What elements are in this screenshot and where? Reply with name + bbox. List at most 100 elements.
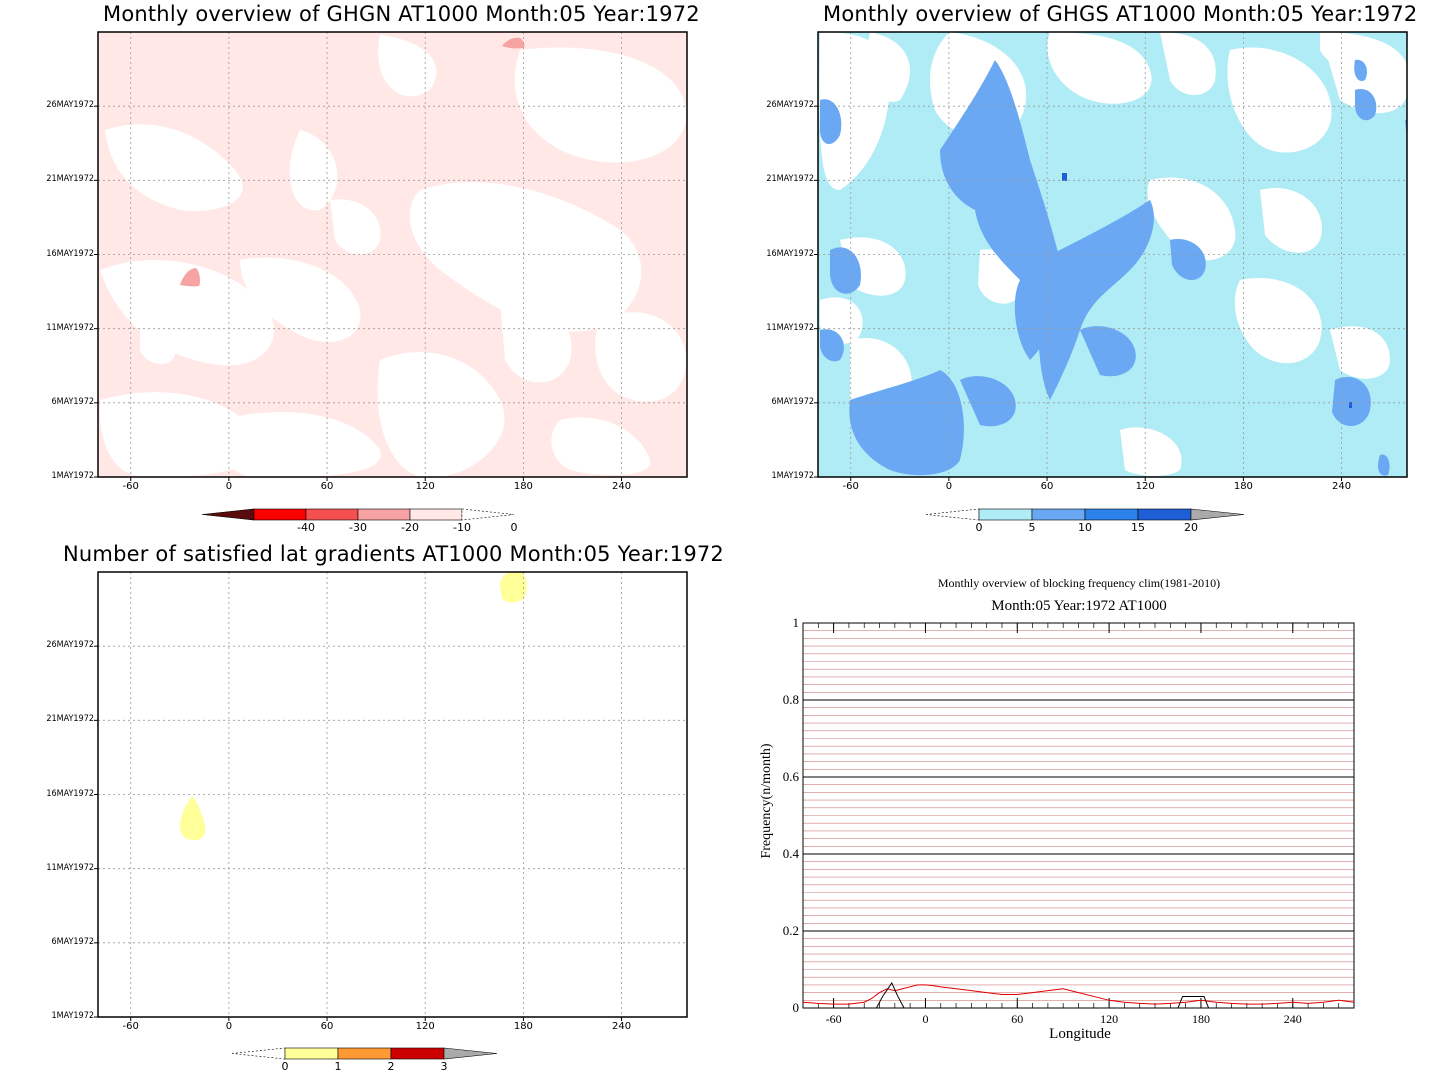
- series-line-1: [803, 981, 1354, 1009]
- y-tick-label: 6MAY1972: [771, 396, 814, 407]
- x-tick-label: 240: [612, 481, 632, 492]
- y-tick-label: 16MAY1972: [46, 248, 94, 259]
- colorbar-tick-label: 3: [440, 1060, 448, 1073]
- freq-panel: Monthly overview of blocking frequency c…: [720, 545, 1440, 1091]
- x-tick-label: -60: [122, 1021, 139, 1032]
- colorbar-tick-label: 0: [975, 521, 983, 534]
- colorbar-tick-label: 1: [334, 1060, 342, 1073]
- colorbar: [231, 1047, 498, 1060]
- field-white-patch: [377, 352, 505, 477]
- x-tick-label: 60: [1011, 1012, 1024, 1026]
- field-white-patch: [240, 257, 361, 342]
- freq-subtitle: Month:05 Year:1972 AT1000: [991, 598, 1167, 614]
- field-white-patch: [1160, 32, 1216, 95]
- colorbar-segment: [1137, 508, 1192, 521]
- colorbar-tick-label: 0: [281, 1060, 289, 1073]
- y-tick-label: 11MAY1972: [766, 322, 814, 333]
- y-tick-label: 0: [792, 1000, 800, 1015]
- x-tick-label: 120: [1100, 1012, 1119, 1026]
- field-white-patch: [1120, 427, 1182, 476]
- colorbar-tick-label: 15: [1131, 521, 1145, 534]
- field-contours: [818, 32, 1407, 477]
- field-white-patch: [100, 260, 275, 366]
- field-red-patch: [180, 268, 200, 287]
- ghgs-map: [814, 31, 1408, 521]
- colorbar-tick-label: 20: [1184, 521, 1198, 534]
- field-white-patch: [217, 411, 381, 477]
- x-tick-label: 120: [415, 1021, 435, 1032]
- ghgs-title: Monthly overview of GHGS AT1000 Month:05…: [823, 2, 1418, 26]
- y-tick-label: 1MAY1972: [51, 1011, 94, 1021]
- x-tick-label: 0: [945, 481, 953, 492]
- colorbar-segment: [284, 1047, 339, 1060]
- x-tick-label: 240: [612, 1021, 632, 1032]
- field-darkblue-patch: [1062, 173, 1067, 181]
- field-white-patch: [1260, 188, 1322, 253]
- field-blue-patch: [820, 329, 844, 362]
- field-darkblue-patch: [1349, 402, 1352, 408]
- field-white-patch: [378, 35, 437, 97]
- field-blue-patch: [1377, 454, 1390, 476]
- freq-plot: [802, 622, 1355, 1009]
- y-tick-label: 26MAY1972: [46, 100, 94, 111]
- x-tick-label: 60: [320, 481, 334, 492]
- colorbar-tick-label: 2: [387, 1060, 395, 1073]
- y-tick-label: 16MAY1972: [46, 788, 94, 799]
- field-blue-patch: [940, 60, 1063, 360]
- field-red-patch: [502, 37, 525, 49]
- field-white-patch: [1047, 32, 1152, 104]
- colorbar-segment: [357, 508, 411, 521]
- field-white-patch: [1227, 47, 1332, 153]
- x-tick-label: -60: [842, 481, 859, 492]
- field-white-patch: [595, 312, 686, 402]
- colorbar-tick-label: -10: [453, 521, 471, 534]
- colorbar-tick-label: 5: [1028, 521, 1036, 534]
- field-yellow-patch: [180, 796, 206, 840]
- y-tick-label: 1MAY1972: [771, 471, 814, 481]
- x-tick-label: 0: [225, 1021, 233, 1032]
- y-tick-label: 6MAY1972: [51, 396, 94, 407]
- y-tick-label: 21MAY1972: [46, 174, 94, 185]
- ghgn-panel: Monthly overview of GHGN AT1000 Month:05…: [0, 0, 720, 545]
- colorbar-tick-label: -40: [297, 521, 315, 534]
- field-white-patch: [551, 70, 605, 152]
- field-white-patch: [99, 392, 262, 477]
- field-yellow-patch: [500, 572, 527, 603]
- ghgs-panel: Monthly overview of GHGS AT1000 Month:05…: [720, 0, 1440, 545]
- colorbar-end-right: [461, 508, 515, 521]
- colorbar: [925, 508, 1245, 521]
- colorbar-tick-label: 0: [510, 521, 518, 534]
- colorbar-segment: [409, 508, 463, 521]
- freq-grid: [803, 630, 1354, 1001]
- x-tick-label: 120: [1135, 481, 1155, 492]
- ghgn-map: [94, 31, 688, 521]
- colorbar-end-left: [201, 508, 255, 521]
- field-white-patch: [1234, 278, 1322, 364]
- colorbar-segment: [390, 1047, 445, 1060]
- field-white-patch: [551, 417, 651, 476]
- colorbar-tick-label: -30: [349, 521, 367, 534]
- x-tick-label: 180: [513, 1021, 533, 1032]
- x-tick-label: 60: [320, 1021, 334, 1032]
- colorbar: [201, 508, 515, 521]
- x-tick-label: -60: [122, 481, 139, 492]
- x-tick-label: 0: [922, 1012, 929, 1026]
- y-tick-label: 0.6: [782, 769, 799, 784]
- y-tick-label: 11MAY1972: [46, 862, 94, 873]
- x-tick-label: 180: [1233, 481, 1253, 492]
- field-white-patch: [500, 298, 572, 383]
- y-tick-label: 0.8: [782, 692, 799, 707]
- y-tick-label: 26MAY1972: [766, 100, 814, 111]
- field-white-patch: [330, 199, 381, 255]
- field-blue-patch: [830, 247, 861, 294]
- lat-title: Number of satisfied lat gradients AT1000…: [63, 542, 724, 566]
- field-white-patch: [105, 124, 243, 211]
- field-white-patch: [867, 32, 910, 102]
- series-line-0: [802, 984, 1355, 1005]
- y-tick-label: 11MAY1972: [46, 322, 94, 333]
- y-tick-label: 21MAY1972: [766, 174, 814, 185]
- colorbar-segment: [337, 1047, 392, 1060]
- x-tick-label: 240: [1283, 1012, 1302, 1026]
- y-tick-label: 1MAY1972: [51, 471, 94, 481]
- ghgn-title: Monthly overview of GHGN AT1000 Month:05…: [103, 2, 700, 26]
